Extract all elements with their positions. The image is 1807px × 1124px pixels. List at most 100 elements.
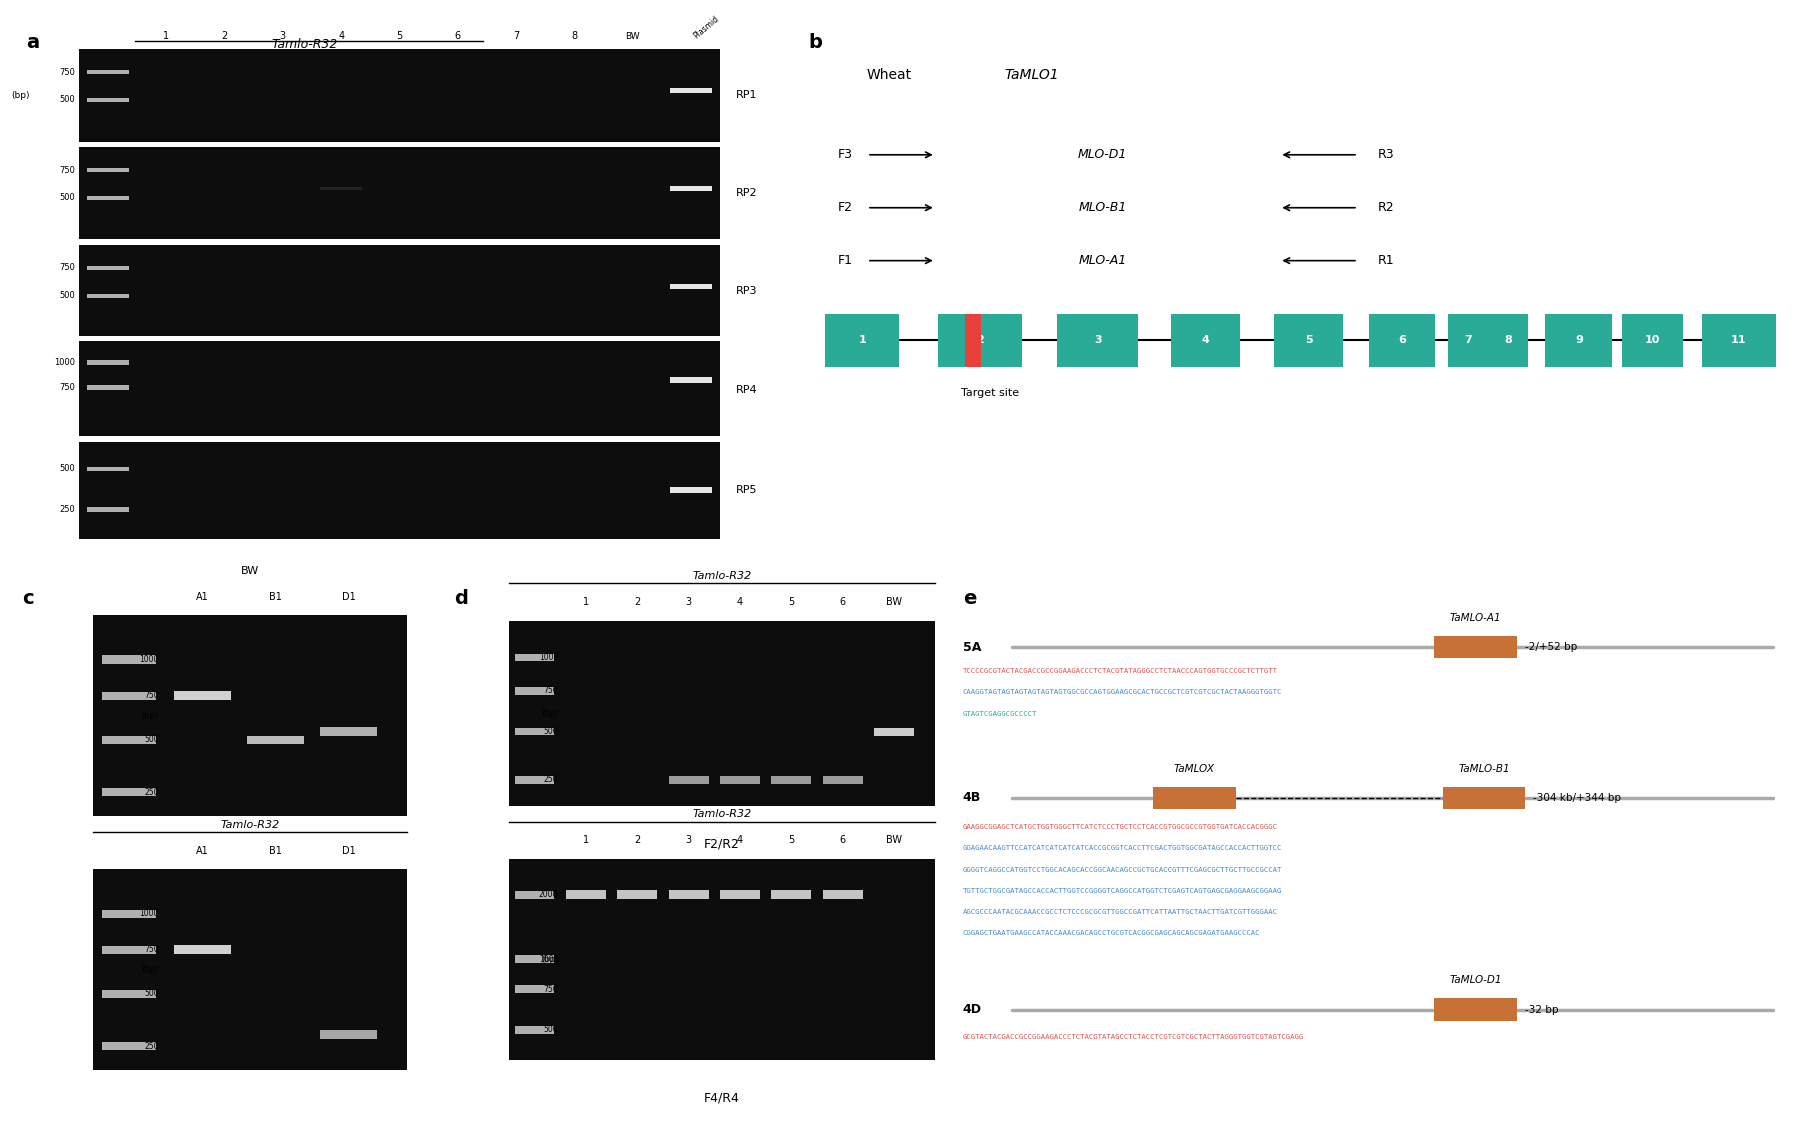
Text: F2/R2: F2/R2	[703, 837, 739, 851]
Text: AGCGCCCAATACGCAAACCGCCTCTCCCGCGCGTTGGCCGATTCATTAATTGCTAACTTGATCGTTGGGAAC: AGCGCCCAATACGCAAACCGCCTCTCCCGCGCGTTGGCCG…	[961, 909, 1278, 915]
Text: MLO-D1: MLO-D1	[1077, 148, 1128, 162]
Bar	[78, 245, 719, 337]
Text: 500: 500	[60, 193, 74, 202]
Text: 500: 500	[60, 291, 74, 300]
Text: R3: R3	[1377, 148, 1393, 162]
Bar	[1433, 998, 1516, 1021]
Text: B1: B1	[269, 592, 282, 602]
Text: F1: F1	[837, 254, 851, 268]
Bar	[320, 1030, 376, 1039]
Text: TGTTGCTGGCGATAGCCACCACTTGGTCCGGGGTCAGGCCATGGTCTCGAGTCAGTGAGCGAGGAAGCGGAAG: TGTTGCTGGCGATAGCCACCACTTGGTCCGGGGTCAGGCC…	[961, 888, 1281, 894]
Bar	[101, 788, 157, 796]
Bar	[1700, 314, 1774, 366]
Bar	[938, 314, 1021, 366]
Text: 7: 7	[1464, 335, 1471, 345]
Bar	[87, 386, 128, 390]
Text: e: e	[961, 589, 976, 608]
Bar	[670, 378, 712, 382]
Text: F2: F2	[837, 201, 851, 215]
Bar	[78, 436, 719, 442]
Bar	[965, 314, 981, 366]
Text: CGGAGCTGAATGAAGCCATACCAAACGACAGCCTGCGTCACGGCGAGCAGCAGCGAGATGAAGCCCAC: CGGAGCTGAATGAAGCCATACCAAACGACAGCCTGCGTCA…	[961, 931, 1259, 936]
Bar	[320, 727, 376, 736]
Bar	[670, 488, 712, 492]
Bar	[78, 147, 719, 239]
Text: 2: 2	[634, 597, 640, 607]
Bar	[87, 266, 128, 270]
Bar	[508, 620, 934, 806]
Text: a: a	[25, 33, 38, 52]
Bar	[508, 859, 934, 1060]
Bar	[87, 196, 128, 200]
Text: 7: 7	[513, 31, 519, 40]
Bar	[719, 776, 759, 783]
Text: F3: F3	[837, 148, 851, 162]
Text: d: d	[454, 589, 468, 608]
Bar	[1153, 787, 1234, 809]
Bar	[824, 314, 898, 366]
Text: 250: 250	[145, 1042, 159, 1051]
Bar	[101, 691, 157, 700]
Text: 6: 6	[455, 31, 461, 40]
Text: 4B: 4B	[961, 791, 981, 805]
Bar	[822, 890, 862, 899]
Text: D1: D1	[342, 592, 354, 602]
Bar	[101, 655, 157, 663]
Bar	[1487, 314, 1527, 366]
Bar	[92, 615, 407, 816]
Text: 750: 750	[145, 945, 159, 954]
Bar	[772, 776, 811, 783]
Bar	[87, 98, 128, 102]
Bar	[173, 945, 231, 954]
Text: 9: 9	[1574, 335, 1581, 345]
Text: 500: 500	[60, 464, 74, 473]
Text: 750: 750	[60, 67, 74, 76]
Bar	[1433, 636, 1516, 659]
Text: TaMLO-B1: TaMLO-B1	[1456, 763, 1509, 773]
Text: Tamlo-R32: Tamlo-R32	[692, 571, 752, 581]
Text: 5: 5	[1305, 335, 1312, 345]
Bar	[87, 466, 128, 471]
Text: 6: 6	[838, 597, 846, 607]
Bar	[78, 442, 719, 538]
Text: GAAGGCGGAGCTCATGCTGGTGGGCTTCATCTCCCTGCTCCTCACCGTGGCGCCGTGGTGATCACCACGGGC: GAAGGCGGAGCTCATGCTGGTGGGCTTCATCTCCCTGCTC…	[961, 824, 1278, 831]
Bar	[719, 890, 759, 899]
Text: BW: BW	[625, 31, 640, 40]
Text: -2/+52 bp: -2/+52 bp	[1525, 642, 1576, 652]
Bar	[822, 776, 862, 783]
Text: -32 bp: -32 bp	[1525, 1005, 1558, 1015]
Text: 4: 4	[737, 835, 743, 845]
Text: BW: BW	[885, 835, 902, 845]
Bar	[1447, 314, 1487, 366]
Bar	[515, 728, 553, 735]
Text: 4: 4	[737, 597, 743, 607]
Text: 500: 500	[544, 1025, 558, 1034]
Text: 1: 1	[858, 335, 866, 345]
Text: (bp): (bp)	[11, 91, 29, 100]
Text: R1: R1	[1377, 254, 1393, 268]
Text: RP5: RP5	[735, 486, 757, 495]
Text: 500: 500	[145, 989, 159, 998]
Bar	[515, 777, 553, 783]
Bar	[515, 891, 553, 899]
Bar	[616, 890, 658, 899]
Text: 2000: 2000	[538, 890, 558, 899]
Text: TaMLOX: TaMLOX	[1173, 763, 1214, 773]
Text: TaMLO-D1: TaMLO-D1	[1449, 976, 1502, 986]
Bar	[87, 167, 128, 172]
Text: 3: 3	[685, 835, 692, 845]
Text: D1: D1	[342, 846, 354, 856]
Bar	[101, 990, 157, 998]
Text: 4: 4	[1202, 335, 1209, 345]
Text: MLO-A1: MLO-A1	[1079, 254, 1126, 268]
Text: CAAGGTAGTAGTAGTAGTAGTAGTGGCGCCAGTGGAAGCGCACTGCCGCTCGTCGTCGCTACTAAGGGTGGTC: CAAGGTAGTAGTAGTAGTAGTAGTGGCGCCAGTGGAAGCG…	[961, 689, 1281, 696]
Text: 500: 500	[544, 727, 558, 736]
Text: RP1: RP1	[735, 90, 757, 100]
Text: 10: 10	[1644, 335, 1659, 345]
Bar	[515, 1025, 553, 1034]
Bar	[1274, 314, 1343, 366]
Bar	[101, 945, 157, 954]
Bar	[78, 142, 719, 147]
Text: 5: 5	[788, 597, 793, 607]
Text: 500: 500	[145, 735, 159, 744]
